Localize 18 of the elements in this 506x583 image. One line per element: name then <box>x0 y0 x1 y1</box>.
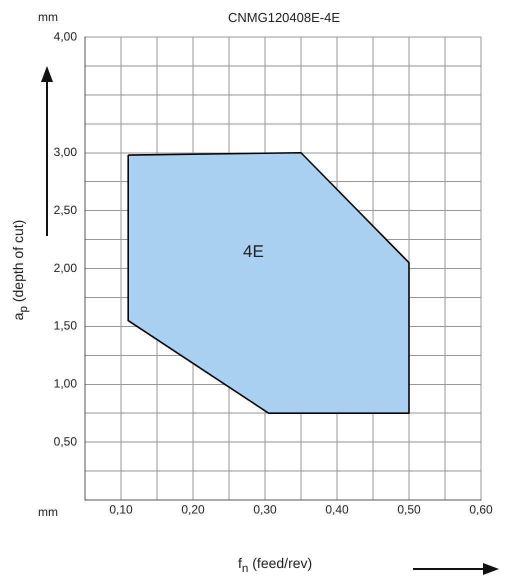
annotation: 4E <box>243 242 264 262</box>
y-tick-label: 1,00 <box>54 376 78 391</box>
x-tick-label: 0,50 <box>397 502 421 517</box>
text: mm <box>38 10 58 24</box>
y-tick-label: 1,50 <box>54 318 78 333</box>
text: mm <box>38 505 58 519</box>
chart-title: CNMG120408E-4E <box>227 10 341 25</box>
x-tick-label: 0,10 <box>109 502 133 517</box>
x-tick-label: 0,40 <box>325 502 349 517</box>
x-axis-title: f$_{n}$ (feed/rev) <box>238 555 312 575</box>
y-tick-label: 0,50 <box>54 434 78 448</box>
y-tick-label: 3,00 <box>54 145 78 160</box>
y-tick-label: 2,50 <box>54 202 78 217</box>
y-tick-label: 4,00 <box>54 29 78 44</box>
y-tick-label: 2,00 <box>54 260 78 275</box>
x-tick-label: 0,60 <box>469 502 493 517</box>
x-tick-label: 0,30 <box>253 502 277 517</box>
x-tick-label: 0,20 <box>181 502 205 517</box>
